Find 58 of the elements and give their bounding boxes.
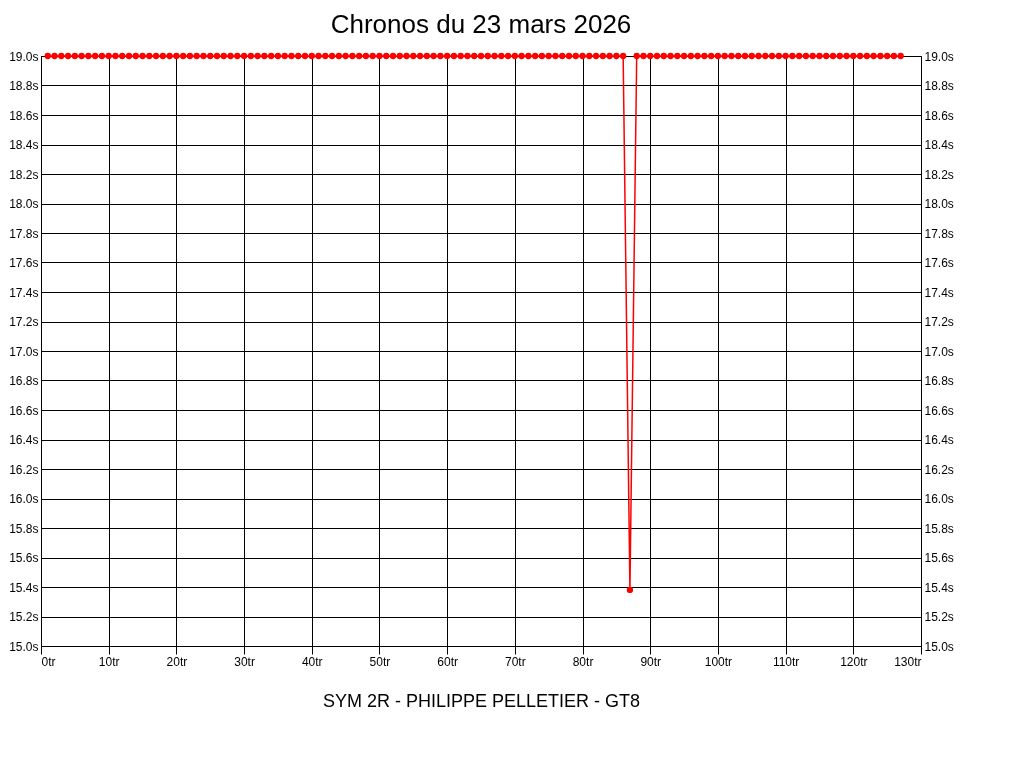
y2-tick-label: 16.0s	[924, 492, 954, 506]
x-tick-label: 50tr	[369, 654, 391, 669]
y-tick-label: 15.0s	[9, 639, 39, 654]
x-tick-label: 20tr	[166, 654, 188, 669]
y-tick-label: 17.8s	[9, 226, 39, 241]
y2-tick-label: 18.0s	[924, 197, 954, 211]
y2-tick-label: 17.0s	[924, 344, 954, 359]
y-tick-label: 17.6s	[9, 256, 39, 270]
x-tick-label: 110tr	[772, 654, 800, 669]
y2-tick-label: 15.0s	[924, 639, 954, 654]
y-tick-label: 16.6s	[9, 403, 39, 418]
x-tick-label: 130tr	[894, 654, 922, 669]
y2-tick-label: 19.0s	[924, 49, 954, 64]
y-tick-label: 17.4s	[9, 285, 39, 300]
y-tick-label: 16.8s	[9, 374, 39, 388]
x-tick-label: 90tr	[640, 654, 662, 669]
x-tick-label: 80tr	[572, 654, 594, 669]
y2-tick-label: 15.8s	[924, 521, 954, 536]
y-tick-label: 15.2s	[9, 610, 39, 624]
y2-tick-label: 18.2s	[924, 167, 954, 182]
x-tick-label: 70tr	[505, 654, 526, 669]
y-tick-label: 18.8s	[9, 79, 39, 93]
y2-tick-label: 16.4s	[924, 433, 954, 447]
x-axis-title: SYM 2R - PHILIPPE PELLETIER - GT8	[322, 690, 641, 711]
y-tick-label: 15.6s	[9, 551, 39, 565]
x-tick-label: 120tr	[840, 654, 868, 669]
chart-title: Chronos du 23 mars 2026	[330, 9, 632, 39]
x-tick-label: 30tr	[234, 654, 255, 669]
y2-tick-label: 16.8s	[924, 374, 954, 388]
y-tick-label: 18.0s	[9, 197, 39, 211]
y-tick-label: 19.0s	[9, 49, 39, 64]
y2-tick-label: 17.4s	[924, 285, 954, 300]
y2-tick-label: 17.6s	[924, 256, 954, 270]
y-tick-label: 16.0s	[9, 492, 39, 506]
y2-tick-label: 16.2s	[924, 462, 954, 477]
y2-tick-label: 15.4s	[924, 580, 954, 595]
y2-tick-label: 18.4s	[924, 138, 954, 152]
y-tick-label: 16.4s	[9, 433, 39, 447]
y-tick-label: 17.2s	[9, 315, 39, 329]
y-tick-label: 15.4s	[9, 580, 39, 595]
y2-tick-label: 15.6s	[924, 551, 954, 565]
x-tick-label: 100tr	[704, 654, 733, 669]
y2-tick-label: 16.6s	[924, 403, 954, 418]
y2-tick-label: 18.8s	[924, 79, 954, 93]
x-tick-label: 40tr	[301, 654, 323, 669]
x-tick-label: 10tr	[98, 654, 120, 669]
y2-tick-label: 17.8s	[924, 226, 954, 241]
y2-tick-label: 15.2s	[924, 610, 954, 624]
y-tick-label: 17.0s	[9, 344, 39, 359]
y-tick-label: 16.2s	[9, 462, 39, 477]
y-tick-label: 18.2s	[9, 167, 39, 182]
y2-tick-label: 18.6s	[924, 108, 954, 123]
x-tick-label: 0tr	[41, 654, 56, 669]
y-tick-label: 18.4s	[9, 138, 39, 152]
y-tick-label: 15.8s	[9, 521, 39, 536]
y-tick-label: 18.6s	[9, 108, 39, 123]
x-tick-label: 60tr	[437, 654, 458, 669]
y2-tick-label: 17.2s	[924, 315, 954, 329]
